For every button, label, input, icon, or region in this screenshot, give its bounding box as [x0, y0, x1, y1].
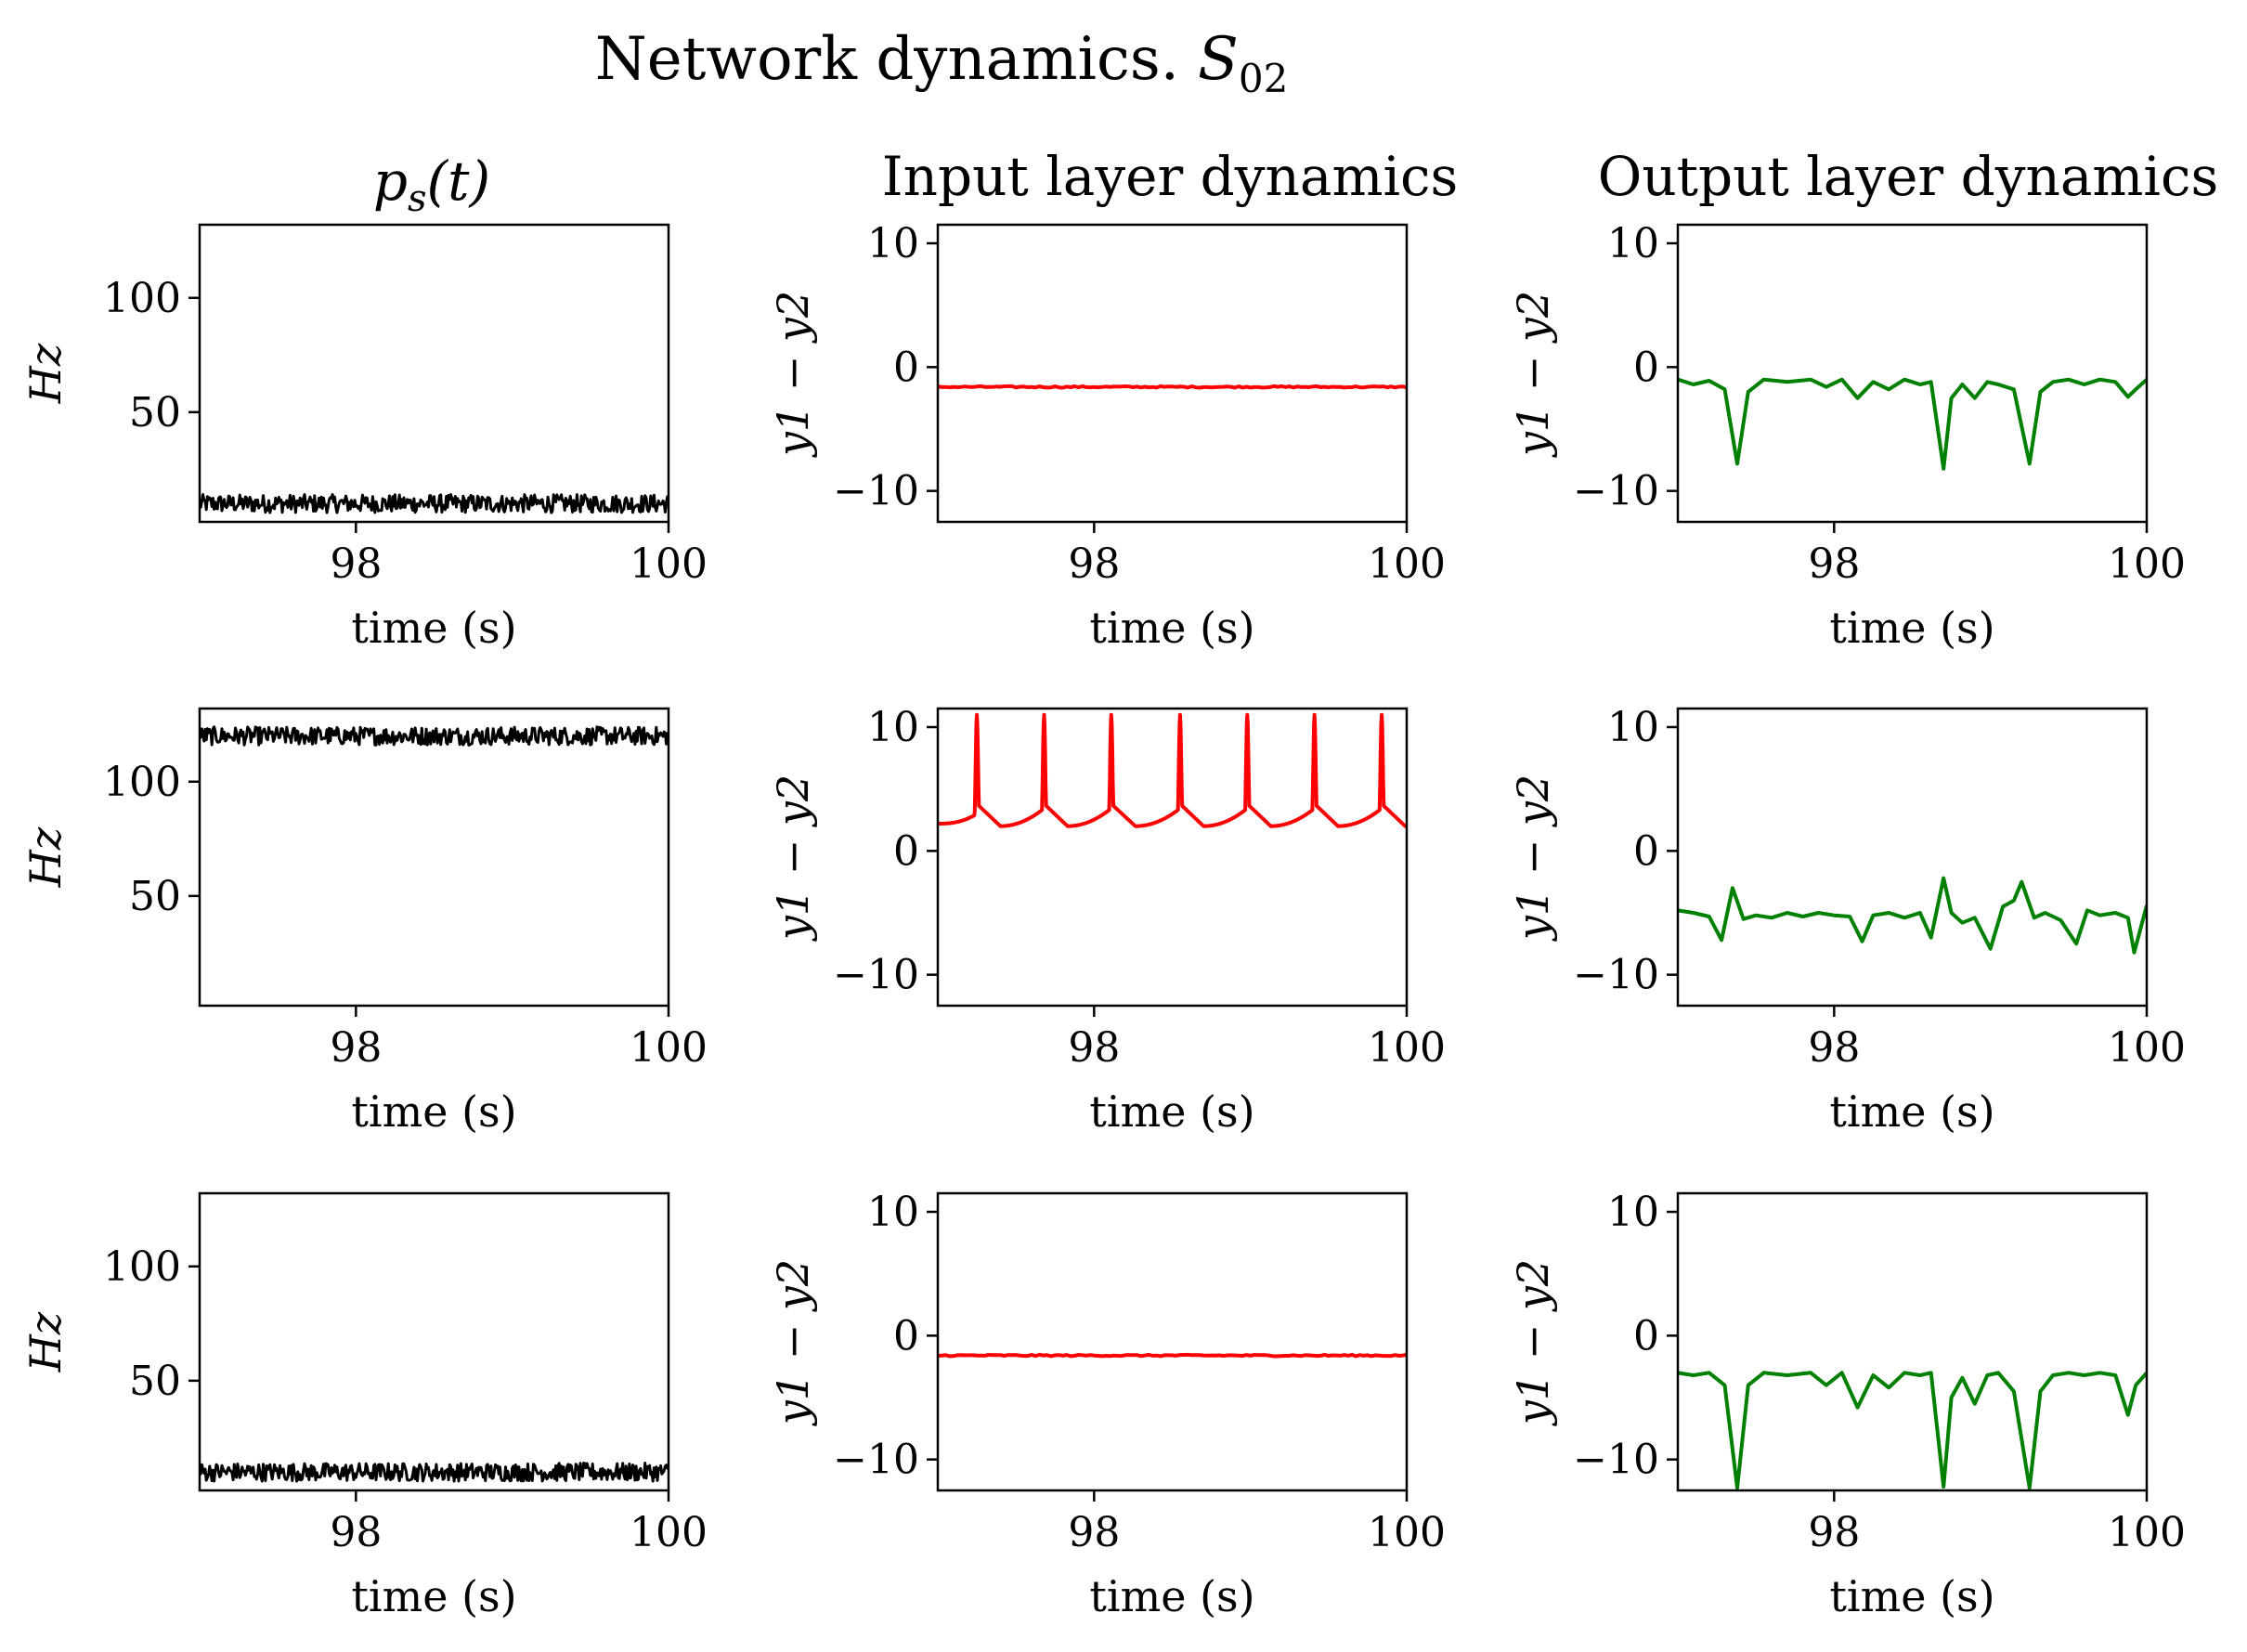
y-tick-label: 10: [1607, 220, 1659, 267]
x-tick-label: 98: [1808, 1024, 1860, 1072]
x-tick-label: 100: [1368, 1509, 1446, 1556]
series-line-r2-c3-0: [1678, 876, 2147, 955]
y-axis-label: Hz: [20, 826, 71, 888]
x-tick-label: 98: [330, 1024, 382, 1072]
y-axis-label: Hz: [20, 343, 71, 404]
x-axis-label: time (s): [1089, 603, 1254, 653]
x-axis-label: time (s): [351, 1086, 516, 1137]
x-axis-label: time (s): [1829, 603, 1994, 653]
x-axis-label: time (s): [1089, 1086, 1254, 1137]
axes-frame: [1676, 707, 2149, 1008]
y-tick-label: 10: [867, 220, 919, 267]
axes-frame: [1676, 223, 2149, 524]
y-tick-label: −10: [833, 1437, 919, 1484]
x-tick-label: 98: [1068, 540, 1120, 588]
subplot-r2-c1: 98 100 50 100 time (s) Hz: [20, 707, 708, 1137]
x-axis-label: time (s): [351, 603, 516, 653]
y-axis-label: y1 − y2: [768, 1259, 818, 1426]
x-tick-label: 100: [630, 540, 708, 588]
y-tick-label: −10: [1573, 468, 1659, 515]
y-tick-label: 50: [129, 873, 181, 920]
y-tick-label: 0: [893, 827, 919, 875]
y-tick-label: 10: [867, 1189, 919, 1236]
y-tick-label: 0: [1633, 827, 1659, 875]
x-tick-label: 100: [630, 1024, 708, 1072]
subplot-r3-c1: 98 100 50 100 time (s) Hz: [20, 1191, 708, 1621]
series-line-r3-c1-0: [200, 1462, 669, 1483]
figure-title: Network dynamics.: [595, 25, 1179, 94]
x-tick-label: 98: [1068, 1509, 1120, 1556]
y-tick-label: −10: [1573, 952, 1659, 999]
series-line-r1-c2-0: [938, 384, 1407, 390]
y-axis-label: Hz: [20, 1311, 71, 1372]
column-title-2: Input layer dynamics: [882, 145, 1459, 208]
y-tick-label: 0: [893, 344, 919, 391]
x-tick-label: 98: [1808, 1509, 1860, 1556]
axes-frame: [936, 1191, 1409, 1492]
x-tick-label: 100: [2108, 540, 2186, 588]
y-tick-label: 0: [1633, 1312, 1659, 1359]
axes-frame: [936, 707, 1409, 1008]
x-tick-label: 100: [1368, 540, 1446, 588]
subplot-r1-c3: 98 100 −10 0 10 time (s) y1 − y2: [1508, 220, 2186, 653]
axes-frame: [1676, 1191, 2149, 1492]
y-axis-label: y1 − y2: [1508, 1259, 1558, 1426]
axes-frame: [198, 1191, 670, 1492]
y-tick-label: 50: [129, 389, 181, 436]
series-line-r2-c1-0: [200, 725, 669, 747]
x-tick-label: 100: [2108, 1024, 2186, 1072]
series-line-r1-c3-0: [1678, 377, 2147, 471]
x-tick-label: 100: [2108, 1509, 2186, 1556]
y-axis-label: y1 − y2: [768, 774, 818, 942]
y-tick-label: −10: [833, 468, 919, 515]
series-line-r1-c1-0: [200, 493, 669, 514]
figure-title-math: S02: [1198, 25, 1288, 101]
y-tick-label: −10: [1573, 1437, 1659, 1484]
x-axis-label: time (s): [351, 1571, 516, 1621]
y-axis-label: y1 − y2: [1508, 291, 1558, 458]
x-tick-label: 98: [1808, 540, 1860, 588]
y-tick-label: −10: [833, 952, 919, 999]
y-tick-label: 10: [1607, 1189, 1659, 1236]
axes-frame: [936, 223, 1409, 524]
subplot-r3-c3: 98 100 −10 0 10 time (s) y1 − y2: [1508, 1189, 2186, 1621]
x-tick-label: 98: [330, 540, 382, 588]
y-tick-label: 50: [129, 1358, 181, 1405]
y-axis-label: y1 − y2: [1508, 774, 1558, 942]
series-line-r3-c3-0: [1678, 1371, 2147, 1490]
subplot-r3-c2: 98 100 −10 0 10 time (s) y1 − y2: [768, 1189, 1446, 1621]
column-title-3: Output layer dynamics: [1598, 145, 2218, 208]
y-tick-label: 10: [1607, 704, 1659, 751]
subplot-r1-c2: 98 100 −10 0 10 time (s) y1 − y2: [768, 220, 1446, 653]
axes-frame: [198, 223, 670, 524]
x-tick-label: 98: [1068, 1024, 1120, 1072]
y-tick-label: 100: [103, 759, 181, 806]
series-line-r2-c2-0: [938, 712, 1407, 828]
x-tick-label: 100: [1368, 1024, 1446, 1072]
y-tick-label: 0: [1633, 344, 1659, 391]
x-axis-label: time (s): [1829, 1571, 1994, 1621]
y-axis-label: y1 − y2: [768, 291, 818, 458]
x-tick-label: 100: [630, 1509, 708, 1556]
column-title-1: ps(t): [373, 150, 490, 220]
series-line-r3-c2-0: [938, 1352, 1407, 1359]
x-tick-label: 98: [330, 1509, 382, 1556]
axes-frame: [198, 707, 670, 1008]
y-tick-label: 10: [867, 704, 919, 751]
y-tick-label: 0: [893, 1312, 919, 1359]
x-axis-label: time (s): [1829, 1086, 1994, 1137]
subplot-r1-c1: 98 100 50 100 time (s) Hz: [20, 223, 708, 653]
y-tick-label: 100: [103, 275, 181, 322]
subplot-r2-c3: 98 100 −10 0 10 time (s) y1 − y2: [1508, 704, 2186, 1137]
x-axis-label: time (s): [1089, 1571, 1254, 1621]
subplot-r2-c2: 98 100 −10 0 10 time (s) y1 − y2: [768, 704, 1446, 1137]
y-tick-label: 100: [103, 1243, 181, 1291]
